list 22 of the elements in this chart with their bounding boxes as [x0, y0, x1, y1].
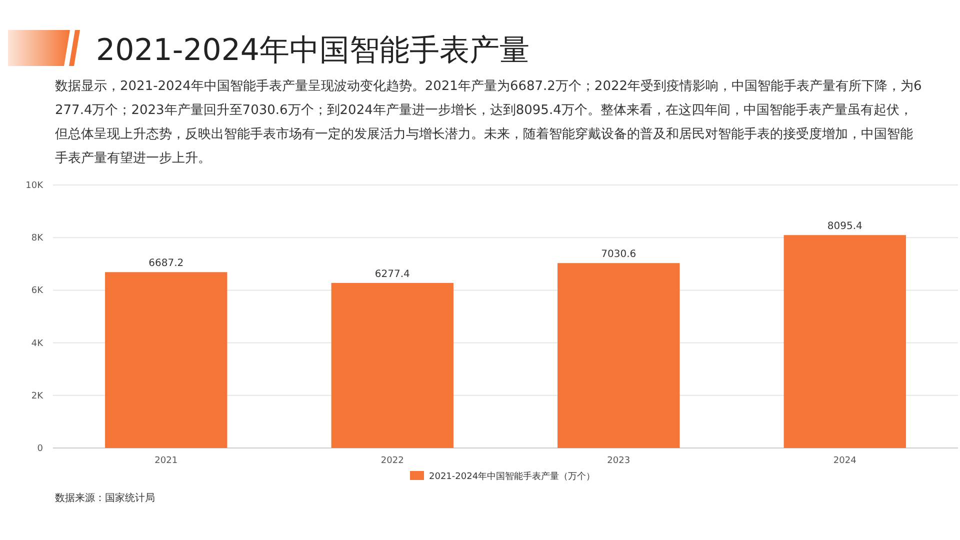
- bar: [784, 235, 906, 448]
- data-label: 6277.4: [374, 268, 410, 280]
- x-tick-label: 2024: [833, 456, 857, 466]
- x-tick-label: 2022: [380, 456, 404, 466]
- bar: [558, 263, 680, 448]
- x-tick-label: 2021: [154, 456, 178, 466]
- bar: [105, 272, 228, 448]
- y-tick-label: 6K: [31, 286, 44, 296]
- source-note: 数据来源：国家统计局: [55, 492, 155, 504]
- chart-subtitle: 数据显示，2021-2024年中国智能手表产量呈现波动变化趋势。2021年产量为6687.2万个；2022年受到疫情影响，中国智能手表产量有所下降，为6277.4万个；2023年产量回升至7030.6万个；到2024年产量进一步增长，达到8095.4万个。整体来看，在这四年间，中国智能手表产量虽有起伏，但总体呈现上升态势，反映出智能手表市场有一定的发展活力与增长潜力。未来，随着智能穿戴设备的普及和居民对智能手表的接受度增加，中国智能手表产量有望进一步上升。: [55, 79, 922, 166]
- data-label: 8095.4: [827, 221, 862, 232]
- bar: [331, 282, 454, 448]
- y-tick-label: 4K: [31, 338, 44, 349]
- y-tick-label: 8K: [31, 234, 44, 244]
- legend-label: 2021-2024年中国智能手表产量（万个）: [429, 471, 596, 482]
- chart-title: 2021-2024年中国智能手表产量: [96, 33, 530, 68]
- y-tick-label: 0: [37, 444, 44, 454]
- data-label: 7030.6: [601, 249, 636, 260]
- y-tick-label: 2K: [31, 391, 44, 402]
- y-tick-label: 10K: [26, 181, 44, 191]
- x-tick-label: 2023: [607, 456, 630, 466]
- data-label: 6687.2: [148, 258, 184, 270]
